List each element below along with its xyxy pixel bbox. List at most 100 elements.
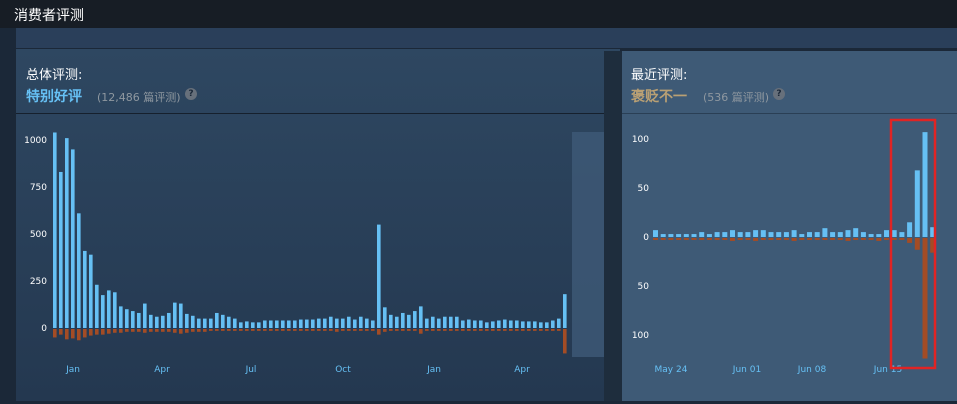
positive-bar bbox=[776, 232, 782, 237]
negative-bar bbox=[491, 329, 495, 331]
positive-bar bbox=[783, 232, 789, 237]
negative-bar bbox=[691, 238, 697, 240]
overall-range-selector[interactable] bbox=[572, 132, 604, 357]
positive-bar bbox=[884, 230, 889, 237]
positive-bar bbox=[389, 314, 393, 328]
negative-bar bbox=[215, 329, 219, 331]
x-tick-label: Jun 08 bbox=[797, 365, 827, 375]
positive-bar bbox=[722, 232, 728, 237]
x-tick-label: May 24 bbox=[655, 365, 688, 375]
overall-label: 总体评测: bbox=[26, 68, 83, 83]
overall-summary[interactable]: 特别好评 bbox=[26, 89, 82, 105]
negative-bar bbox=[485, 329, 489, 331]
positive-bar bbox=[491, 321, 495, 328]
negative-bar bbox=[914, 238, 920, 250]
negative-bar bbox=[745, 238, 751, 240]
y-tick-label: 50 bbox=[638, 282, 650, 292]
positive-bar bbox=[341, 318, 345, 328]
x-tick-label: Apr bbox=[154, 365, 170, 375]
positive-bar bbox=[545, 322, 549, 328]
recent-header-separator bbox=[621, 113, 957, 114]
negative-bar bbox=[299, 329, 303, 331]
negative-bar bbox=[922, 238, 928, 359]
negative-bar bbox=[768, 238, 774, 240]
negative-bar bbox=[876, 238, 882, 241]
positive-bar bbox=[899, 232, 905, 237]
negative-bar bbox=[377, 329, 381, 335]
positive-bar bbox=[101, 295, 105, 328]
negative-bar bbox=[341, 329, 345, 331]
negative-bar bbox=[683, 238, 689, 240]
x-tick-label: Jan bbox=[426, 365, 441, 375]
positive-bar bbox=[753, 230, 759, 237]
positive-bar bbox=[683, 234, 689, 237]
positive-bar bbox=[503, 319, 507, 328]
positive-bar bbox=[365, 318, 369, 328]
positive-bar bbox=[263, 320, 267, 328]
negative-bar bbox=[71, 329, 75, 339]
negative-bar bbox=[539, 329, 543, 331]
positive-bar bbox=[533, 321, 537, 328]
positive-bar bbox=[137, 312, 141, 328]
positive-bar bbox=[431, 316, 435, 328]
recent-summary[interactable]: 褒贬不一 bbox=[631, 89, 687, 105]
positive-bar bbox=[497, 320, 501, 328]
positive-bar bbox=[131, 311, 135, 328]
section-title: 消费者评测 bbox=[14, 8, 84, 24]
negative-bar bbox=[179, 329, 183, 334]
positive-bar bbox=[311, 319, 315, 328]
negative-bar bbox=[401, 329, 405, 331]
negative-bar bbox=[251, 329, 255, 331]
overall-count: (12,486 篇评测) bbox=[97, 91, 181, 104]
negative-bar bbox=[227, 329, 231, 331]
positive-bar bbox=[891, 230, 897, 237]
negative-bar bbox=[431, 329, 435, 331]
negative-bar bbox=[527, 329, 531, 331]
positive-bar bbox=[245, 321, 249, 328]
overall-help-icon[interactable]: ? bbox=[185, 88, 197, 100]
negative-bar bbox=[461, 329, 465, 331]
negative-bar bbox=[185, 329, 189, 333]
negative-bar bbox=[383, 329, 387, 332]
negative-bar bbox=[515, 329, 519, 331]
positive-bar bbox=[830, 232, 836, 237]
positive-bar bbox=[425, 318, 429, 328]
title-bar: 消费者评测 bbox=[0, 0, 957, 28]
positive-bar bbox=[539, 322, 543, 328]
negative-bar bbox=[830, 238, 836, 240]
positive-bar bbox=[203, 318, 207, 328]
y-tick-label: 500 bbox=[30, 230, 47, 240]
positive-bar bbox=[401, 312, 405, 328]
positive-bar bbox=[676, 234, 682, 237]
recent-count: (536 篇评测) bbox=[703, 91, 770, 104]
positive-bar bbox=[95, 284, 99, 328]
negative-bar bbox=[311, 329, 315, 331]
positive-bar bbox=[563, 294, 567, 328]
positive-bar bbox=[173, 302, 177, 328]
negative-bar bbox=[473, 329, 477, 331]
negative-bar bbox=[853, 238, 859, 240]
negative-bar bbox=[293, 329, 297, 331]
negative-bar bbox=[753, 238, 759, 241]
negative-bar bbox=[173, 329, 177, 333]
negative-bar bbox=[359, 329, 363, 331]
negative-bar bbox=[353, 329, 357, 331]
positive-bar bbox=[233, 318, 237, 328]
positive-bar bbox=[557, 318, 561, 328]
negative-bar bbox=[83, 329, 87, 338]
recent-help-icon[interactable]: ? bbox=[773, 88, 785, 100]
positive-bar bbox=[407, 314, 411, 328]
negative-bar bbox=[449, 329, 453, 331]
positive-bar bbox=[317, 318, 321, 328]
negative-bar bbox=[233, 329, 237, 331]
y-tick-label: 750 bbox=[30, 183, 47, 193]
negative-bar bbox=[161, 329, 165, 332]
negative-bar bbox=[907, 238, 913, 243]
negative-bar bbox=[125, 329, 129, 332]
positive-bar bbox=[191, 315, 195, 328]
negative-bar bbox=[799, 238, 805, 240]
negative-bar bbox=[107, 329, 111, 334]
positive-bar bbox=[383, 307, 387, 328]
negative-bar bbox=[783, 238, 789, 240]
